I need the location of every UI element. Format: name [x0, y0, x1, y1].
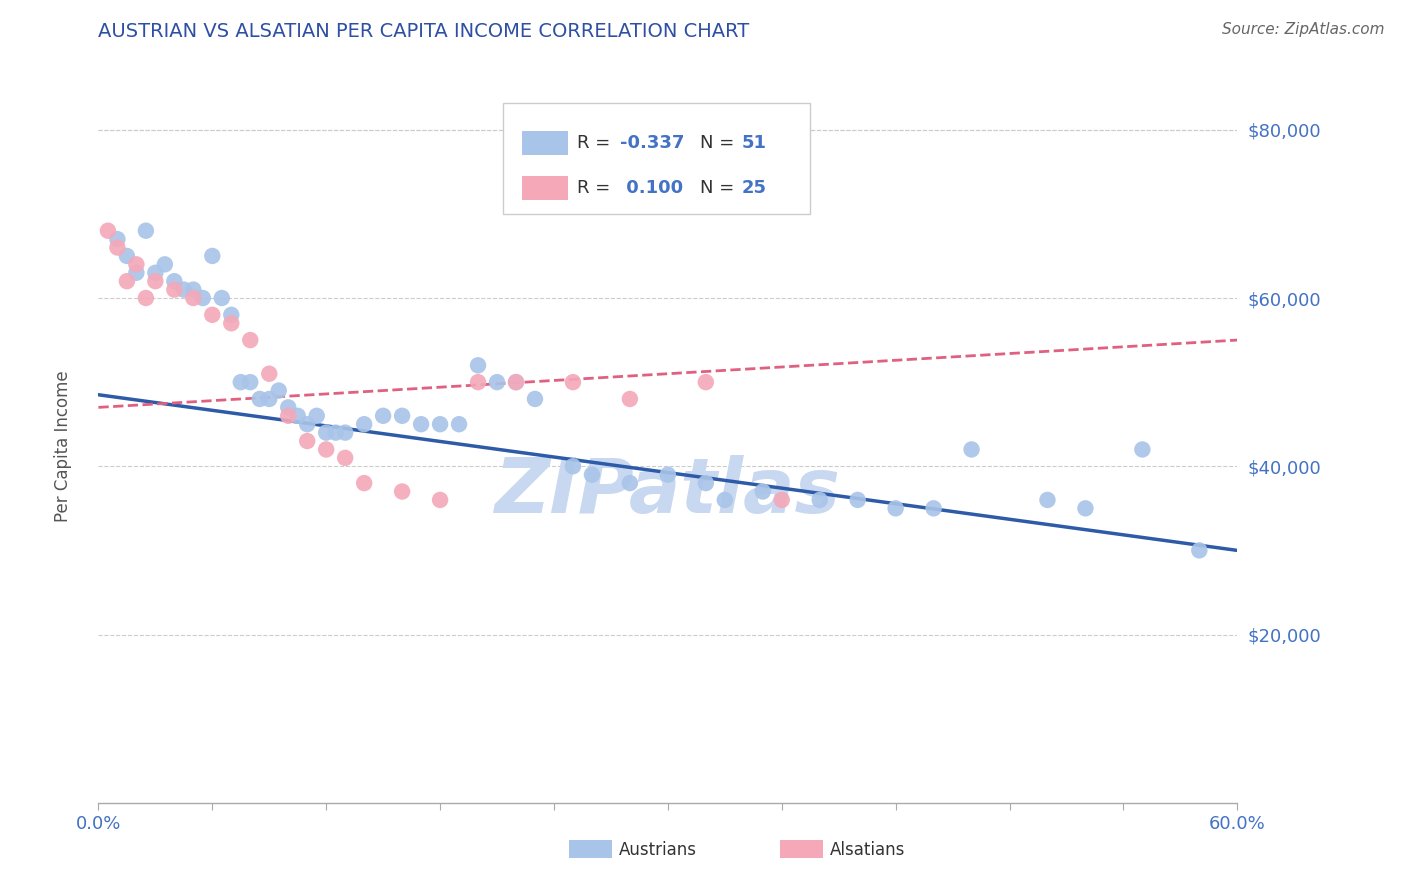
Text: R =: R = — [576, 178, 616, 197]
Text: ZIPatlas: ZIPatlas — [495, 455, 841, 529]
Point — [846, 492, 869, 507]
Point — [429, 417, 451, 432]
Point — [107, 232, 129, 246]
Text: N =: N = — [700, 134, 740, 153]
Text: N =: N = — [700, 178, 740, 197]
Point — [163, 283, 186, 297]
Point — [287, 409, 309, 423]
Point — [315, 442, 337, 457]
Point — [1132, 442, 1154, 457]
Point — [305, 409, 328, 423]
FancyBboxPatch shape — [522, 176, 568, 200]
Point — [315, 425, 337, 440]
Point — [125, 257, 148, 271]
Point — [884, 501, 907, 516]
Point — [524, 392, 547, 406]
Point — [335, 425, 357, 440]
Point — [922, 501, 945, 516]
Point — [960, 442, 983, 457]
Point — [145, 266, 167, 280]
Point — [657, 467, 679, 482]
Point — [191, 291, 214, 305]
Point — [619, 476, 641, 491]
Point — [297, 434, 319, 448]
Point — [183, 291, 205, 305]
Point — [97, 224, 120, 238]
Point — [267, 384, 290, 398]
Point — [173, 283, 195, 297]
Text: -0.337: -0.337 — [620, 134, 685, 153]
Point — [153, 257, 176, 271]
Text: AUSTRIAN VS ALSATIAN PER CAPITA INCOME CORRELATION CHART: AUSTRIAN VS ALSATIAN PER CAPITA INCOME C… — [98, 22, 749, 41]
Point — [1188, 543, 1211, 558]
Point — [770, 492, 793, 507]
Point — [201, 308, 224, 322]
Point — [229, 375, 252, 389]
Point — [562, 459, 585, 474]
Text: 25: 25 — [742, 178, 766, 197]
Point — [163, 274, 186, 288]
Point — [259, 392, 281, 406]
Point — [752, 484, 775, 499]
Point — [505, 375, 527, 389]
Point — [505, 375, 527, 389]
Point — [221, 316, 243, 330]
Point — [125, 266, 148, 280]
Point — [619, 392, 641, 406]
Point — [562, 375, 585, 389]
Point — [277, 401, 299, 415]
Point — [135, 224, 157, 238]
Point — [221, 308, 243, 322]
Point — [183, 283, 205, 297]
Point — [411, 417, 433, 432]
Point — [1036, 492, 1059, 507]
Point — [201, 249, 224, 263]
Point — [249, 392, 271, 406]
Point — [695, 476, 717, 491]
Point — [211, 291, 233, 305]
Point — [467, 359, 489, 373]
Text: Per Capita Income: Per Capita Income — [55, 370, 72, 522]
Point — [391, 409, 413, 423]
Point — [486, 375, 509, 389]
Point — [449, 417, 471, 432]
Point — [695, 375, 717, 389]
Point — [115, 274, 138, 288]
Point — [239, 375, 262, 389]
Point — [277, 409, 299, 423]
Point — [371, 409, 394, 423]
Point — [145, 274, 167, 288]
Point — [325, 425, 347, 440]
Point — [353, 476, 375, 491]
Point — [714, 492, 737, 507]
Point — [429, 492, 451, 507]
Point — [1074, 501, 1097, 516]
Text: Alsatians: Alsatians — [830, 841, 905, 859]
Text: Source: ZipAtlas.com: Source: ZipAtlas.com — [1222, 22, 1385, 37]
Point — [581, 467, 603, 482]
Text: R =: R = — [576, 134, 616, 153]
FancyBboxPatch shape — [503, 103, 810, 214]
Text: 51: 51 — [742, 134, 766, 153]
Point — [259, 367, 281, 381]
Point — [808, 492, 831, 507]
Point — [335, 450, 357, 465]
FancyBboxPatch shape — [522, 131, 568, 155]
Text: 0.100: 0.100 — [620, 178, 683, 197]
Point — [391, 484, 413, 499]
Point — [135, 291, 157, 305]
Point — [467, 375, 489, 389]
Point — [353, 417, 375, 432]
Point — [239, 333, 262, 347]
Point — [297, 417, 319, 432]
Text: Austrians: Austrians — [619, 841, 696, 859]
Point — [115, 249, 138, 263]
Point — [107, 240, 129, 255]
